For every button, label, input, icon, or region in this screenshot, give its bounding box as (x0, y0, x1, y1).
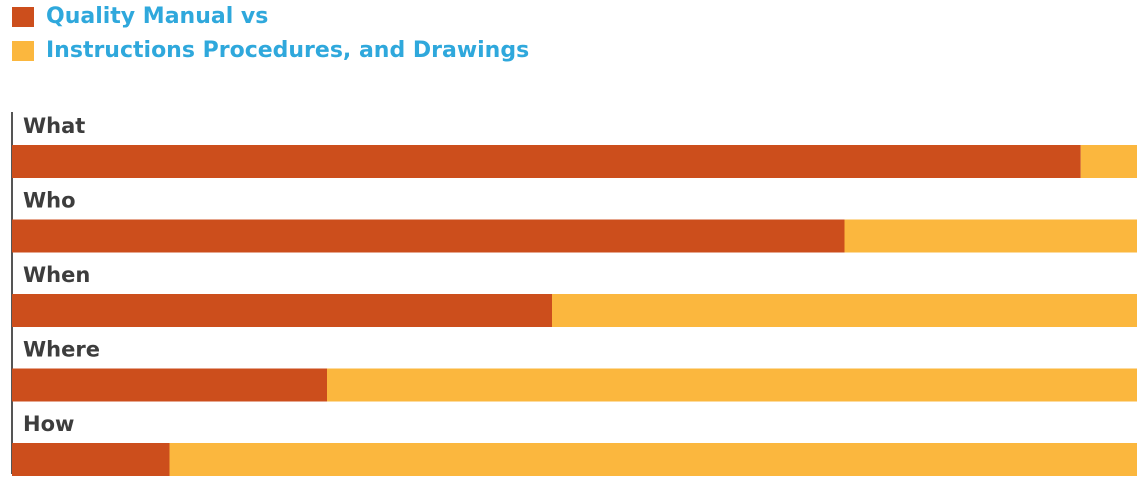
bar-who-series-1 (12, 219, 845, 253)
legend: Quality Manual vs Instructions Procedure… (12, 4, 532, 64)
bar-who-series-2 (844, 219, 1137, 253)
bar-when-series-1 (12, 294, 552, 327)
bar-how-series-2 (169, 443, 1137, 476)
legend-label-quality-manual: Quality Manual vs (46, 4, 269, 29)
category-label-how: How (23, 412, 74, 436)
category-label-where: Where (23, 338, 100, 362)
bar-what-series-2 (1080, 145, 1137, 178)
bar-when-series-2 (552, 294, 1137, 327)
legend-swatch-quality-manual (12, 7, 34, 27)
legend-swatch-instructions (12, 41, 34, 61)
bar-where-series-2 (327, 368, 1137, 402)
category-label-when: When (23, 263, 90, 287)
bars-group (12, 145, 1137, 476)
category-label-who: Who (23, 189, 76, 213)
legend-label-instructions: Instructions Procedures, and Drawings (46, 38, 530, 63)
bar-where-series-1 (12, 368, 327, 402)
legend-item-instructions: Instructions Procedures, and Drawings (12, 38, 532, 64)
legend-item-quality-manual: Quality Manual vs (12, 4, 532, 30)
category-labels-group: What Who When Where How (23, 114, 100, 436)
bar-how-series-1 (12, 443, 170, 476)
category-label-what: What (23, 114, 85, 138)
bar-what-series-1 (12, 145, 1081, 178)
